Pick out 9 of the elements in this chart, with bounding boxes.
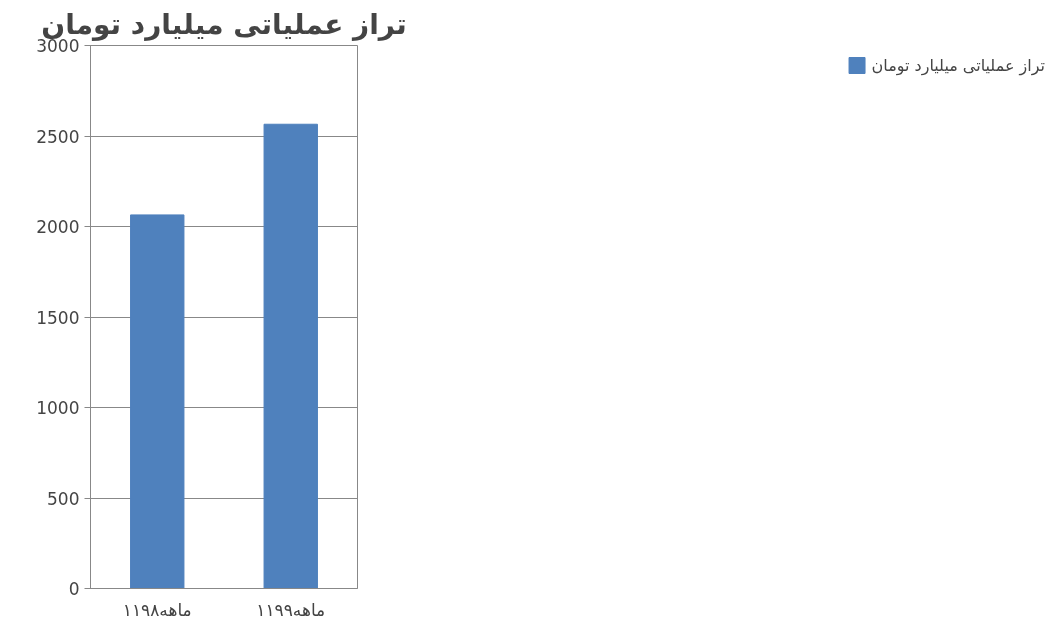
y-tick-label: 0 xyxy=(68,579,80,599)
x-tick-label: ۱۱ماهه۹۸ xyxy=(122,599,192,620)
y-tick-label: 500 xyxy=(47,488,80,509)
y-tick-label: 1500 xyxy=(36,307,80,328)
y-tick-label: 2500 xyxy=(36,126,80,147)
x-tick-label: ۱۱ماهه۹۹ xyxy=(256,599,326,620)
legend-label: تراز عملیاتی میلیارد تومان xyxy=(871,55,1045,75)
y-tick-label: 2000 xyxy=(36,217,80,237)
y-tick-label: 1000 xyxy=(36,398,80,418)
